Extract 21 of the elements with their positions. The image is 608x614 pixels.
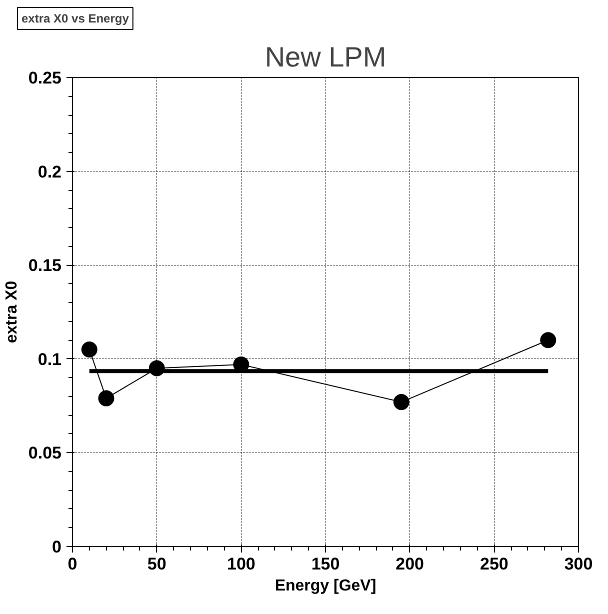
y-tick-label: 0.15 [28,256,62,276]
x-tick-label: 300 [564,554,593,574]
x-tick-label: 250 [480,554,508,574]
x-tick-label: 50 [147,554,166,574]
y-tick-label: 0.05 [28,444,62,463]
x-tick-label: 200 [396,554,424,574]
point [540,332,556,348]
y-tick-label: 0.2 [38,162,62,182]
point [98,390,114,406]
x-tick-label: 0 [68,554,78,574]
y-axis-title: extra X0 [3,280,20,344]
x-axis-title: Energy [GeV] [274,578,376,594]
y-tick-label: 0.25 [28,68,62,88]
chart-subtitle: New LPM [264,42,386,72]
y-tick-label: 0 [52,538,62,556]
y-tick-label: 0.1 [38,350,62,369]
x-tick-label: 100 [226,554,256,574]
x-tick-label: 150 [311,554,340,574]
point [81,342,98,358]
chart-title: extra X0 vs Energy [22,12,130,26]
point [393,394,410,410]
